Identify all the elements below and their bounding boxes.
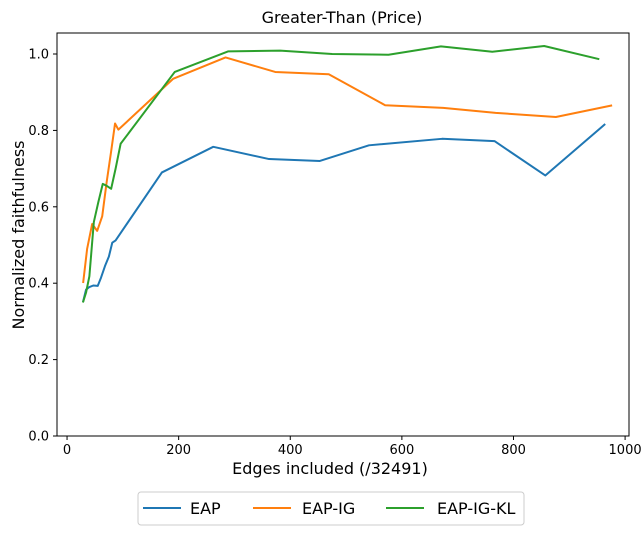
x-tick-label: 400	[278, 443, 303, 458]
legend: EAP EAP-IG EAP-IG-KL	[137, 491, 525, 526]
x-tick-label: 1000	[609, 443, 642, 458]
x-tick-label: 800	[501, 443, 526, 458]
y-tick-label: 0.4	[28, 277, 49, 292]
y-tick-label: 1.0	[28, 48, 49, 63]
y-tick-label: 0.8	[28, 124, 49, 139]
series-line-eap-ig	[82, 56, 613, 284]
x-axis-title: Edges included (/32491)	[232, 459, 428, 478]
x-tick-label: 600	[389, 443, 414, 458]
y-tick-label: 0.0	[28, 430, 49, 445]
legend-label-eap-ig: EAP-IG	[302, 499, 355, 518]
legend-label-eap-ig-kl: EAP-IG-KL	[437, 499, 516, 518]
plot-frame	[56, 32, 630, 437]
y-tick-label: 0.2	[28, 353, 49, 368]
legend-box	[137, 491, 525, 526]
legend-label-eap: EAP	[190, 499, 221, 518]
series-line-eap-ig-kl	[81, 44, 600, 303]
x-tick-label: 0	[63, 443, 71, 458]
y-tick-label: 0.6	[28, 200, 49, 215]
x-tick-label: 200	[166, 443, 191, 458]
chart-title: Greater-Than (Price)	[262, 8, 423, 27]
y-axis-title: Normalized faithfulness	[9, 141, 28, 330]
plot-area: 0 200 400 600 800 1000 0.0 0.2 0.4 0.6 0.8 1.0	[28, 32, 642, 458]
series-line-eap	[82, 123, 606, 303]
